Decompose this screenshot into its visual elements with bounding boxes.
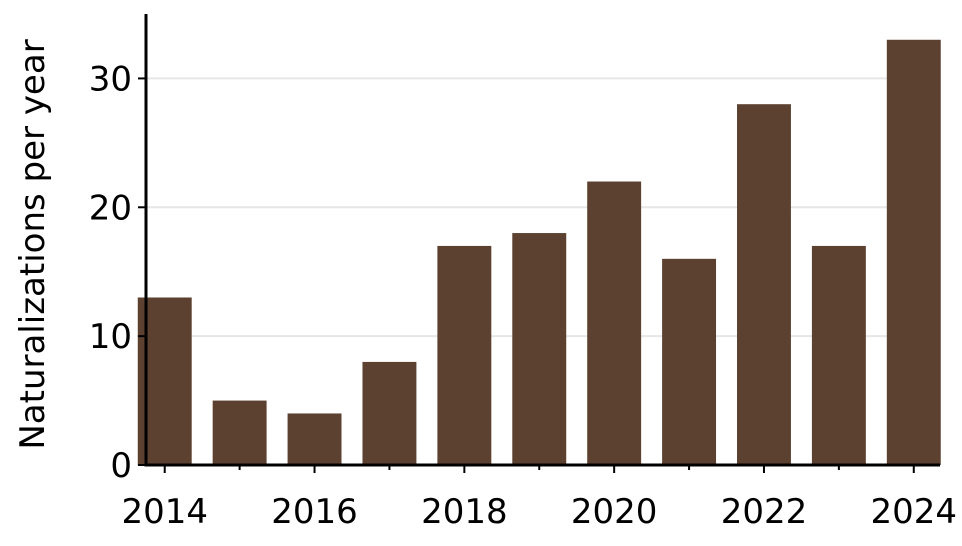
bar-2020 [587, 181, 642, 465]
bar-2019 [512, 233, 567, 465]
y-tick-label-30: 30 [89, 59, 132, 99]
bar-2015 [212, 400, 267, 465]
bar-2024 [886, 39, 941, 466]
bar-2021 [662, 258, 717, 465]
x-tick-label-2020: 2020 [571, 492, 658, 532]
y-tick-label-10: 10 [89, 317, 132, 357]
x-tick-label-2024: 2024 [871, 492, 958, 532]
x-tick-label-2014: 2014 [121, 492, 208, 532]
axes [144, 14, 940, 467]
bar-2022 [737, 104, 791, 465]
x-tick-label-2022: 2022 [721, 492, 808, 532]
bar-2017 [362, 361, 417, 465]
bar-2018 [437, 245, 492, 465]
x-ticks: 2014 2016 2018 2020 2022 2024 [121, 465, 957, 532]
bars [137, 39, 941, 466]
bar-2023 [811, 245, 866, 465]
y-tick-label-20: 20 [89, 188, 132, 228]
bar-2016 [287, 413, 342, 465]
x-tick-label-2016: 2016 [271, 492, 358, 532]
y-ticks: 0 10 20 30 [89, 59, 146, 486]
y-axis-title: Naturalizations per year [13, 39, 53, 449]
x-tick-label-2018: 2018 [421, 492, 508, 532]
y-tick-label-0: 0 [110, 446, 132, 486]
